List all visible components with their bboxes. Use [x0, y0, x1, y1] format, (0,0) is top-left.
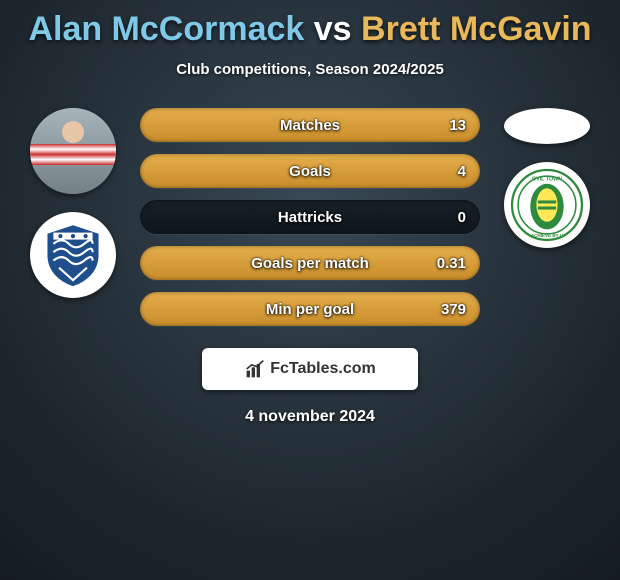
player1-name: Alan McCormack: [28, 10, 304, 48]
stat-value-right: 4: [458, 163, 466, 180]
comparison-panel: Matches 13 Goals 4 Hattricks 0 Goals per match…: [0, 108, 620, 326]
crest-icon: OVIL TOWN ACHIEVE BY U: [509, 167, 585, 243]
player2-avatar: [504, 108, 590, 144]
brand-box[interactable]: FcTables.com: [202, 348, 418, 390]
stat-label: Goals: [289, 163, 331, 180]
stat-row: Goals per match 0.31: [140, 246, 480, 280]
player2-name: Brett McGavin: [361, 10, 592, 48]
stat-value-right: 13: [449, 117, 466, 134]
player1-avatar: [30, 108, 116, 194]
vs-text: vs: [314, 10, 352, 48]
stat-label: Goals per match: [251, 255, 369, 272]
player1-club-badge: [30, 212, 116, 298]
stats-list: Matches 13 Goals 4 Hattricks 0 Goals per match…: [140, 108, 480, 326]
brand-text: FcTables.com: [270, 360, 376, 378]
stat-label: Min per goal: [266, 301, 354, 318]
stat-label: Matches: [280, 117, 340, 134]
subtitle: Club competitions, Season 2024/2025: [0, 61, 620, 78]
stat-value-right: 0.31: [437, 255, 466, 272]
stat-value-right: 379: [441, 301, 466, 318]
stat-label: Hattricks: [278, 209, 342, 226]
content-container: Alan McCormack vs Brett McGavin Club com…: [0, 0, 620, 426]
chart-icon: [244, 359, 266, 379]
stat-row: Hattricks 0: [140, 200, 480, 234]
shield-icon: [38, 220, 108, 290]
date-text: 4 november 2024: [0, 408, 620, 426]
page-title: Alan McCormack vs Brett McGavin: [0, 10, 620, 49]
player2-avatar-image: [504, 108, 590, 144]
player2-club-badge: OVIL TOWN ACHIEVE BY U: [504, 162, 590, 248]
stat-row: Min per goal 379: [140, 292, 480, 326]
right-side: OVIL TOWN ACHIEVE BY U: [492, 108, 602, 248]
stat-value-right: 0: [458, 209, 466, 226]
stat-row: Matches 13: [140, 108, 480, 142]
player1-avatar-image: [30, 108, 116, 194]
left-side: [18, 108, 128, 298]
svg-text:OVIL TOWN: OVIL TOWN: [532, 177, 562, 183]
svg-text:ACHIEVE BY U: ACHIEVE BY U: [531, 233, 563, 238]
stat-row: Goals 4: [140, 154, 480, 188]
